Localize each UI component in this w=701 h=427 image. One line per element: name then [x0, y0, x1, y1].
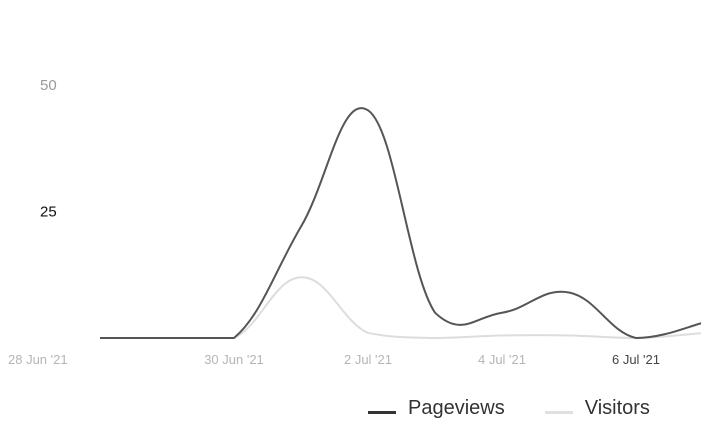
legend-label-visitors: Visitors	[584, 397, 650, 419]
legend-swatch-visitors	[544, 411, 573, 414]
legend-label-pageviews: Pageviews	[408, 397, 505, 419]
y-tick-label: 50	[40, 77, 57, 94]
x-tick-label: 4 Jul '21	[478, 352, 526, 367]
legend-item-visitors[interactable]: Visitors	[544, 397, 650, 420]
y-tick-label: 25	[40, 204, 57, 221]
y-axis: 25 50	[40, 77, 57, 221]
x-tick-label: 6 Jul '21	[612, 352, 660, 367]
legend: Pageviews Visitors	[368, 397, 650, 420]
x-tick-label: 28 Jun '21	[8, 352, 68, 367]
series-line-pageviews	[99, 107, 701, 340]
x-tick-label: 30 Jun '21	[204, 352, 264, 367]
legend-item-pageviews[interactable]: Pageviews	[368, 397, 505, 420]
x-axis: 28 Jun '21 30 Jun '21 2 Jul '21 4 Jul '21 6 …	[8, 352, 660, 367]
x-tick-label: 2 Jul '21	[344, 352, 392, 367]
series-lines	[99, 107, 701, 340]
legend-swatch-pageviews	[368, 411, 396, 414]
series-line-visitors	[99, 276, 701, 340]
